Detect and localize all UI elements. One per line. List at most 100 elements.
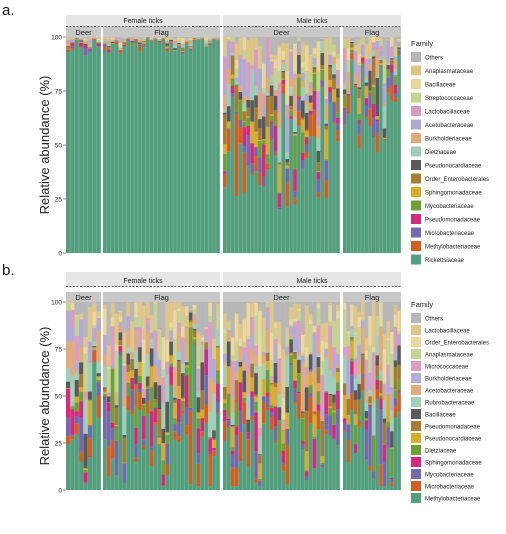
stacked-bar-segment [246, 372, 250, 394]
stacked-bar-segment [138, 392, 142, 411]
stacked-bar-segment [223, 329, 227, 334]
stacked-bar-segment [110, 43, 115, 254]
stacked-bar-segment [212, 382, 216, 393]
stacked-bar-segment [226, 41, 231, 69]
stacked-bar-segment [320, 464, 325, 468]
stacked-bar-segment [184, 40, 189, 42]
stacked-bar-segment [246, 107, 250, 117]
stacked-bar-segment [157, 437, 162, 444]
stacked-bar-segment [397, 391, 401, 394]
stacked-bar-segment [149, 450, 154, 466]
stacked-bar-segment [390, 57, 394, 59]
stacked-bar-segment [246, 37, 250, 41]
stacked-bar-segment [196, 41, 201, 43]
stacked-bar-segment [258, 478, 262, 482]
stacked-bar-segment [297, 53, 301, 55]
stacked-bar-segment [149, 37, 154, 39]
stacked-bar-segment [238, 361, 243, 367]
stacked-bar-segment [110, 368, 115, 370]
y-tick-label: 100 [51, 35, 62, 42]
stacked-bar-segment [308, 92, 313, 96]
stacked-bar-segment [297, 37, 301, 42]
stacked-bar-segment [130, 41, 134, 43]
stacked-bar-segment [343, 418, 347, 423]
stacked-bar-segment [343, 355, 347, 384]
stacked-bar-segment [254, 302, 258, 303]
stacked-bar-segment [234, 113, 239, 196]
stacked-bar-segment [316, 37, 321, 41]
stacked-bar-segment [200, 343, 205, 345]
stacked-bar-segment [184, 45, 189, 253]
stacked-bar-segment [161, 302, 166, 338]
legend-swatch [411, 79, 421, 89]
stacked-bar-segment [145, 388, 150, 402]
stacked-bar-segment [250, 143, 254, 164]
stacked-bar-segment [393, 398, 398, 406]
stacked-bar-segment [332, 402, 336, 411]
stacked-bar-segment [114, 392, 119, 405]
stacked-bar-segment [361, 55, 365, 57]
stacked-bar-segment [161, 401, 166, 404]
stacked-bar-segment [258, 157, 262, 173]
stacked-bar-segment [273, 323, 278, 329]
stacked-bar-segment [372, 56, 376, 59]
stacked-bar-segment [246, 116, 250, 118]
stacked-bar-segment [262, 107, 266, 116]
stacked-bar-segment [312, 48, 317, 55]
stacked-bar-segment [234, 467, 239, 487]
stacked-bar-segment [208, 438, 212, 455]
stacked-bar-segment [234, 81, 239, 85]
stacked-bar-segment [350, 41, 354, 44]
stacked-bar-segment [364, 98, 369, 105]
stacked-bar-segment [142, 38, 146, 40]
stacked-bar-segment [332, 55, 336, 58]
stacked-bar-segment [103, 39, 107, 41]
stacked-bar-segment [246, 91, 250, 98]
stacked-bar-segment [103, 44, 107, 46]
stacked-bar-segment [157, 385, 162, 410]
stacked-bar-segment [353, 62, 358, 73]
stacked-bar-segment [372, 84, 376, 87]
stacked-bar-segment [301, 448, 305, 490]
stacked-bar-segment [316, 92, 321, 126]
stacked-bar-segment [386, 69, 390, 70]
stacked-bar-segment [149, 332, 154, 334]
stacked-bar-segment [184, 375, 189, 408]
stacked-bar-segment [277, 47, 282, 72]
stacked-bar-segment [269, 61, 274, 74]
stacked-bar-segment [204, 329, 208, 335]
stacked-bar-segment [390, 72, 394, 85]
legend-entry-label: Dietziaceae [425, 449, 457, 455]
stacked-bar-segment [153, 304, 158, 331]
stacked-bar-segment [230, 97, 235, 253]
stacked-bar-segment [357, 317, 361, 328]
stacked-bar-segment [350, 326, 354, 329]
stacked-bar-segment [142, 448, 146, 490]
stacked-bar-segment [153, 424, 158, 490]
stacked-bar-segment [312, 67, 317, 69]
legend-swatch [411, 187, 421, 197]
stacked-bar-segment [393, 305, 398, 315]
stacked-bar-segment [379, 409, 383, 465]
stacked-bar-segment [293, 204, 297, 253]
stacked-bar-segment [246, 117, 250, 126]
stacked-bar-segment [386, 392, 390, 395]
stacked-bar-segment [246, 125, 250, 136]
stacked-bar-segment [83, 302, 88, 337]
stacked-bar-segment [110, 326, 115, 365]
stacked-bar-segment [320, 467, 325, 490]
stacked-bar-segment [312, 414, 317, 437]
stacked-bar-segment [346, 346, 350, 361]
stacked-bar-segment [293, 133, 297, 136]
stacked-bar-segment [184, 367, 189, 376]
stacked-bar-segment [304, 93, 309, 97]
stacked-bar-segment [379, 485, 383, 490]
stacked-bar-segment [336, 85, 340, 89]
stacked-bar-segment [353, 399, 358, 415]
stacked-bar-segment [324, 357, 328, 392]
stacked-bar-segment [230, 85, 235, 94]
stacked-bar-segment [289, 365, 293, 490]
legend-swatch [411, 241, 421, 251]
stacked-bar-segment [289, 363, 293, 366]
stacked-bar-segment [336, 130, 340, 142]
